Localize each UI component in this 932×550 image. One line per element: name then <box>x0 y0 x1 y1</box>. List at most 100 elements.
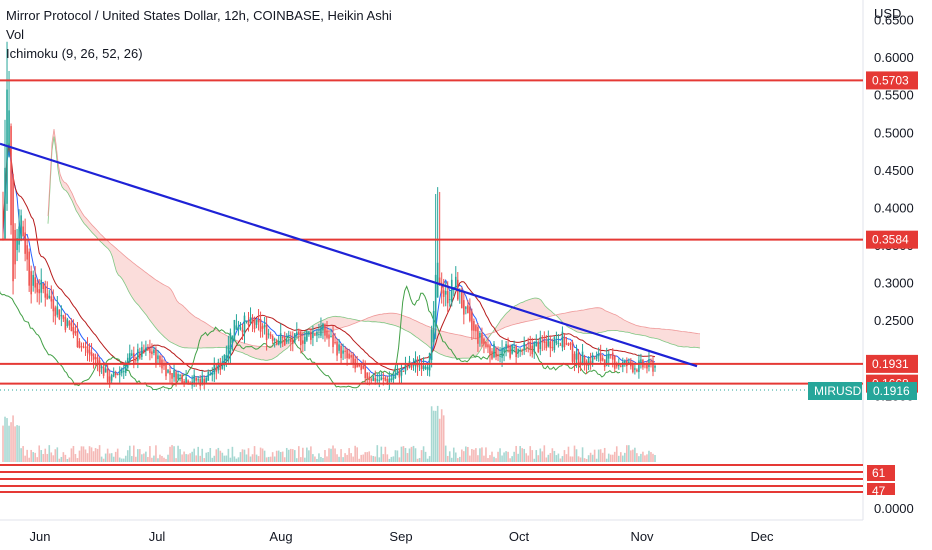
candle-body <box>541 340 544 342</box>
volume-bar <box>475 448 477 462</box>
candle-body <box>346 349 348 359</box>
candle-body <box>414 359 417 366</box>
volume-bar <box>249 456 252 462</box>
volume-bar <box>281 451 284 462</box>
candle-body <box>350 355 352 358</box>
candle-body <box>382 377 385 379</box>
candle-body <box>247 320 250 326</box>
volume-bar <box>539 448 542 462</box>
volume-bar <box>456 458 459 462</box>
candle-body <box>157 355 159 360</box>
horizontal-levels <box>0 79 863 385</box>
volume-bar <box>187 454 189 462</box>
volume-bar <box>380 446 383 462</box>
volume-bar <box>163 457 165 462</box>
chart-legend: Mirror Protocol / United States Dollar, … <box>6 6 392 63</box>
volume-bar <box>545 457 548 462</box>
volume-bar <box>215 449 218 462</box>
volume-bar <box>54 449 57 462</box>
volume-bar <box>459 456 461 462</box>
volume-bar <box>559 458 562 462</box>
candle-body <box>646 364 648 369</box>
volume-bar <box>16 425 18 462</box>
candle-body <box>436 262 439 298</box>
volume-bar <box>213 455 216 462</box>
candle-body <box>255 319 258 325</box>
x-tick-label: Aug <box>269 529 292 544</box>
candle-body <box>475 325 477 332</box>
volume-bar <box>229 457 232 462</box>
volume-bar <box>42 453 45 462</box>
osc-label-47: 47 <box>872 484 886 498</box>
candle-body <box>58 309 61 320</box>
volume-bar <box>84 449 87 462</box>
y-tick-label: 0.5000 <box>874 125 914 140</box>
candle-body <box>233 319 236 342</box>
volume-bar <box>537 455 540 462</box>
candle-body <box>52 299 55 312</box>
candle-body <box>523 342 525 351</box>
volume-bar <box>448 451 451 462</box>
volume-bar <box>197 446 199 462</box>
candle-body <box>438 277 441 285</box>
candle-body <box>271 336 274 342</box>
candle-body <box>110 375 113 381</box>
volume-bar <box>517 453 519 462</box>
candle-body <box>316 332 318 336</box>
volume-bar <box>147 457 149 462</box>
candle-body <box>185 377 187 384</box>
candle-body <box>509 345 511 358</box>
trend-line[interactable] <box>0 142 698 368</box>
candle-body <box>235 325 238 330</box>
volume-bar <box>245 454 248 462</box>
candle-body <box>36 282 39 293</box>
volume-bar <box>360 454 362 462</box>
candle-body <box>10 126 12 226</box>
volume-bar <box>469 455 471 462</box>
candle-body <box>551 347 554 349</box>
volume-bar <box>291 449 294 462</box>
candle-body <box>368 376 371 380</box>
candle-body <box>195 377 197 381</box>
candle-body <box>364 365 367 379</box>
volume-bar <box>153 455 155 462</box>
volume-bar <box>541 451 544 462</box>
volume-bar <box>571 456 574 462</box>
candle-body <box>507 344 509 349</box>
volume-bar <box>322 458 324 462</box>
candle-body <box>139 353 141 359</box>
volume-bar <box>495 458 497 462</box>
volume-bar <box>289 448 292 462</box>
candle-body <box>406 365 409 369</box>
candle-body <box>442 290 445 297</box>
x-tick-label: Dec <box>750 529 774 544</box>
candle-body <box>130 353 133 356</box>
candle-body <box>287 339 290 341</box>
volume-bar <box>193 448 195 462</box>
volume-bar <box>644 455 646 462</box>
volume-bar <box>358 458 360 462</box>
volume-bar <box>585 458 588 462</box>
candle-body <box>378 379 381 381</box>
candle-body <box>525 344 528 346</box>
candle-body <box>515 346 517 357</box>
volume-bar <box>402 446 405 462</box>
volume-bar <box>223 455 226 462</box>
candle-body <box>428 353 431 371</box>
candle-body <box>56 306 59 315</box>
volume-bar <box>283 457 286 462</box>
volume-bar <box>521 448 523 462</box>
candle-body <box>203 378 206 384</box>
volume-bar <box>310 446 312 462</box>
candle-body <box>50 296 53 302</box>
volume-bar <box>471 449 473 462</box>
volume-bar <box>185 454 187 462</box>
candle-body <box>575 351 578 360</box>
volume-bar <box>483 455 485 462</box>
candle-body <box>607 353 610 359</box>
candle-body <box>519 349 521 351</box>
candle-body <box>34 277 36 288</box>
volume-bar <box>573 445 576 462</box>
volume-bar <box>183 451 185 462</box>
